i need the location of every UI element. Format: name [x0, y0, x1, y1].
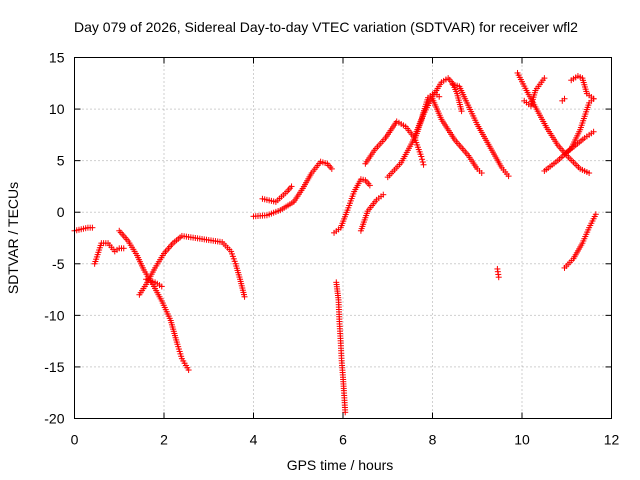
data-arc-arc-4: [136, 232, 248, 300]
data-arc-arc-1: [71, 224, 96, 234]
x-tick-label: 10: [514, 432, 530, 448]
data-arc-arc-16: [494, 265, 502, 281]
x-tick-label: 4: [250, 432, 258, 448]
data-arc-arc-18: [521, 75, 548, 109]
x-tick-label: 8: [429, 432, 437, 448]
x-tick-label: 12: [604, 432, 620, 448]
data-arc-arc-14: [429, 95, 485, 177]
data-arc-arc-8: [331, 176, 373, 236]
data-arc-arc-3: [116, 227, 192, 374]
x-tick-label: 6: [339, 432, 347, 448]
x-tick-label: 0: [71, 432, 79, 448]
data-arc-arc-23: [561, 211, 599, 271]
data-series: [71, 69, 599, 416]
y-tick-label: 5: [57, 153, 65, 169]
y-axis-ticks: -20 -15 -10 -5 0 5 10 15: [44, 50, 612, 427]
x-tick-label: 2: [160, 432, 168, 448]
y-tick-label: 15: [49, 50, 65, 66]
data-arc-arc-11: [362, 118, 427, 168]
data-arc-arc-21: [568, 73, 597, 102]
x-axis-label: GPS time / hours: [287, 457, 394, 473]
data-arc-arc-6: [250, 158, 335, 220]
chart-title: Day 079 of 2026, Sidereal Day-to-day VTE…: [74, 19, 578, 35]
y-tick-label: 0: [57, 204, 65, 220]
data-arc-arc-20: [563, 128, 597, 156]
grid: [74, 57, 612, 419]
data-arc-arc-5: [143, 276, 165, 290]
y-tick-label: 10: [49, 101, 65, 117]
x-axis-ticks: 0 2 4 6 8 10 12: [71, 57, 620, 448]
data-arc-arc-13: [411, 75, 465, 144]
data-arc-arc-22: [559, 95, 568, 104]
y-tick-label: -10: [44, 307, 64, 323]
y-axis-label: SDTVAR / TECUs: [5, 182, 21, 294]
y-tick-label: -15: [44, 359, 64, 375]
data-arc-arc-2: [91, 240, 127, 267]
y-tick-label: -5: [52, 256, 65, 272]
data-arc-arc-7: [259, 183, 295, 205]
data-arc-arc-9: [333, 279, 349, 416]
y-tick-label: -20: [44, 411, 64, 427]
data-arc-arc-15: [449, 81, 512, 180]
data-arc-arc-10: [357, 191, 387, 234]
